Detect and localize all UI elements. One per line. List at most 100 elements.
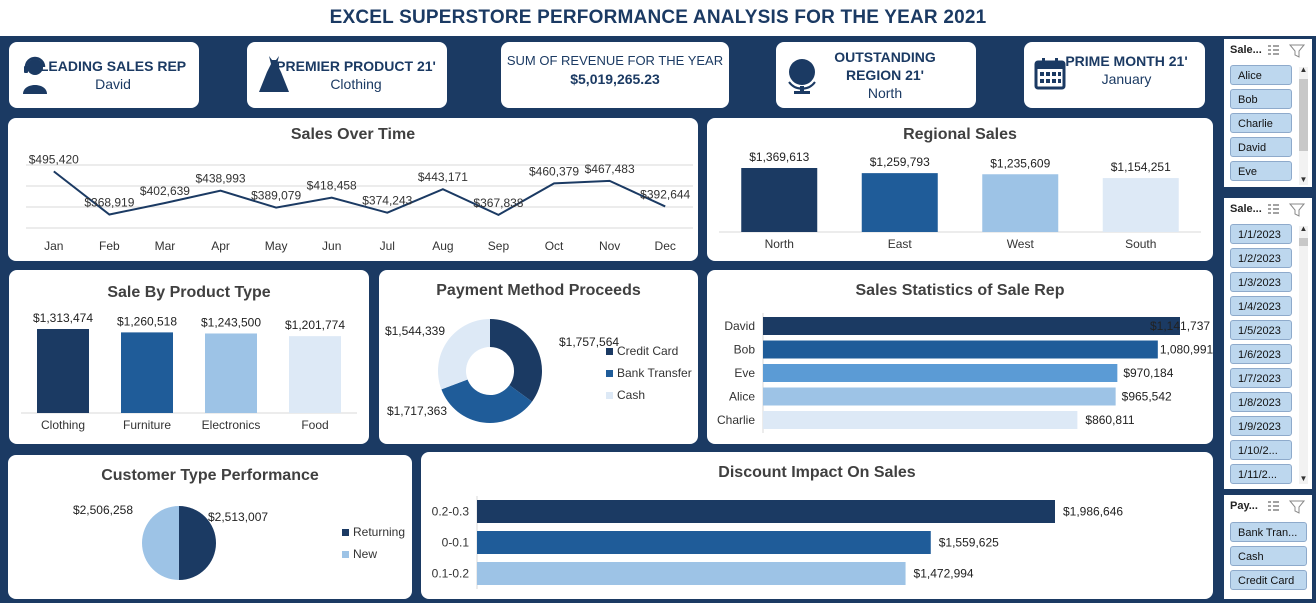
slicer-item[interactable]: Bob (1230, 89, 1292, 109)
slicer-item[interactable]: 1/6/2023 (1230, 344, 1292, 364)
x-tick-label: South (1125, 237, 1156, 251)
slicer-title: Sale... (1230, 44, 1262, 56)
data-label: $392,644 (640, 187, 690, 201)
data-label: $1,472,994 (914, 567, 974, 581)
bar (1102, 178, 1179, 232)
slicer-item[interactable]: 1/8/2023 (1230, 392, 1292, 412)
legend-label: Cash (617, 388, 645, 402)
multi-select-icon[interactable] (1266, 202, 1306, 218)
slicer-scrollbar[interactable] (1299, 226, 1308, 484)
y-tick-label: Bob (734, 343, 756, 357)
kpi-card-revenue: SUM OF REVENUE FOR THE YEAR $5,019,265.2… (501, 42, 729, 108)
y-tick-label: Alice (729, 390, 755, 404)
slicer-header-icons (1266, 202, 1306, 223)
y-tick-label: 0.2-0.3 (432, 505, 470, 519)
slicer-item[interactable]: Credit Card (1230, 570, 1307, 590)
x-tick-label: Jan (44, 239, 63, 253)
data-label: $495,420 (29, 152, 79, 166)
slicer-item[interactable]: Cash (1230, 546, 1307, 566)
data-label: $1,235,609 (990, 156, 1050, 170)
x-tick-label: Clothing (41, 418, 85, 432)
kpi-label: SUM OF REVENUE FOR THE YEAR (506, 53, 724, 68)
panel-sales-over-time: Sales Over Time $495,420 Jan $368,919 Feb $4… (8, 118, 698, 261)
bar (205, 333, 257, 413)
slicer-item[interactable]: 1/7/2023 (1230, 368, 1292, 388)
scroll-up-icon[interactable]: ▲ (1299, 65, 1308, 74)
kpi-card-sales-rep: LEADING SALES REP David (9, 42, 199, 108)
slicer-scrollbar-thumb[interactable] (1299, 79, 1308, 151)
slicer-item[interactable]: 1/3/2023 (1230, 272, 1292, 292)
chart-title: Customer Type Performance (101, 467, 319, 484)
chart-title: Discount Impact On Sales (718, 464, 916, 481)
x-tick-label: East (888, 237, 913, 251)
kpi-label: PREMIER PRODUCT 21' (276, 58, 436, 74)
discount-impact-chart: 0.2-0.3 $1,986,646 0-0.1 $1,559,625 0.1-0.2 $… (432, 496, 1123, 589)
data-label: $368,919 (84, 196, 134, 210)
x-tick-label: Feb (99, 239, 120, 253)
slicer-item[interactable]: 1/9/2023 (1230, 416, 1292, 436)
bar (763, 364, 1118, 382)
data-label: $374,243 (362, 194, 412, 208)
data-label: $1,717,363 (387, 404, 447, 418)
multi-select-icon[interactable] (1266, 499, 1306, 515)
legend-swatch (606, 348, 613, 355)
slicer-item[interactable]: 1/4/2023 (1230, 296, 1292, 316)
pie-slice (141, 506, 179, 580)
dress-icon (259, 56, 289, 92)
slicer-item[interactable]: 1/10/2... (1230, 440, 1292, 460)
data-label: $438,993 (196, 172, 246, 186)
kpi-label: LEADING SALES REP (39, 58, 187, 74)
data-label: $460,379 (529, 164, 579, 178)
data-label: $1,243,500 (201, 315, 261, 329)
sales-over-time-chart: $495,420 Jan $368,919 Feb $402,639 Mar $438,99… (26, 152, 693, 253)
data-label: $1,260,518 (117, 314, 177, 328)
panel-product-type: Sale By Product Type $1,313,474 Clothing $… (9, 270, 369, 444)
data-label: $1,986,646 (1063, 505, 1123, 519)
legend-label: Credit Card (617, 344, 678, 358)
data-label: $1,313,474 (33, 311, 93, 325)
scroll-down-icon[interactable]: ▼ (1299, 474, 1308, 483)
x-tick-label: Electronics (202, 418, 261, 432)
x-tick-label: North (765, 237, 794, 251)
dashboard-title-bar: EXCEL SUPERSTORE PERFORMANCE ANALYSIS FO… (0, 0, 1316, 36)
pie-slice (441, 379, 533, 423)
panel-sales-rep: Sales Statistics of Sale Rep David $1,141… (707, 270, 1213, 444)
slicer-item[interactable]: 1/2/2023 (1230, 248, 1292, 268)
x-tick-label: Apr (211, 239, 230, 253)
x-tick-label: Mar (155, 239, 176, 253)
slicer-item[interactable]: 1/1/2023 (1230, 224, 1292, 244)
x-tick-label: Sep (488, 239, 510, 253)
slicer-item[interactable]: 1/11/2... (1230, 464, 1292, 484)
slicer-item[interactable]: Alice (1230, 65, 1292, 85)
data-label: $1,544,339 (385, 324, 445, 338)
slicer-item[interactable]: Charlie (1230, 113, 1292, 133)
pie-slice (178, 506, 216, 580)
slicer-title: Sale... (1230, 203, 1262, 215)
slicer-item[interactable]: Bank Tran... (1230, 522, 1307, 542)
x-tick-label: Nov (599, 239, 620, 253)
x-tick-label: Aug (432, 239, 453, 253)
multi-select-icon[interactable] (1266, 43, 1306, 59)
sales-rep-chart: David $1,141,737 Bob 1,080,991 Eve $970,184 Al… (717, 313, 1213, 433)
kpi-value: David (95, 76, 131, 92)
slicer-item[interactable]: Eve (1230, 161, 1292, 181)
chart-title: Payment Method Proceeds (436, 282, 641, 299)
pie-slice (490, 319, 542, 402)
slicer-item[interactable]: 1/5/2023 (1230, 320, 1292, 340)
kpi-value: $5,019,265.23 (570, 71, 660, 87)
legend-label: New (353, 547, 377, 561)
kpi-label: PRIME MONTH 21' (1065, 53, 1188, 69)
slicer-header-icons (1266, 499, 1306, 520)
data-label: $965,542 (1122, 390, 1172, 404)
slicer-scrollbar-thumb[interactable] (1299, 238, 1308, 246)
data-label: $1,154,251 (1111, 160, 1171, 174)
data-label: $970,184 (1123, 366, 1173, 380)
slicer-item[interactable]: David (1230, 137, 1292, 157)
legend-swatch (342, 551, 349, 558)
kpi-card-product: PREMIER PRODUCT 21' Clothing (247, 42, 447, 108)
slicer-sale-date: Sale... 1/1/2023 1/2/2023 1/3/2023 1/4/2023… (1224, 198, 1312, 489)
scroll-down-icon[interactable]: ▼ (1299, 175, 1308, 184)
dashboard-title: EXCEL SUPERSTORE PERFORMANCE ANALYSIS FO… (329, 7, 987, 28)
data-label: $389,079 (251, 189, 301, 203)
scroll-up-icon[interactable]: ▲ (1299, 224, 1308, 233)
